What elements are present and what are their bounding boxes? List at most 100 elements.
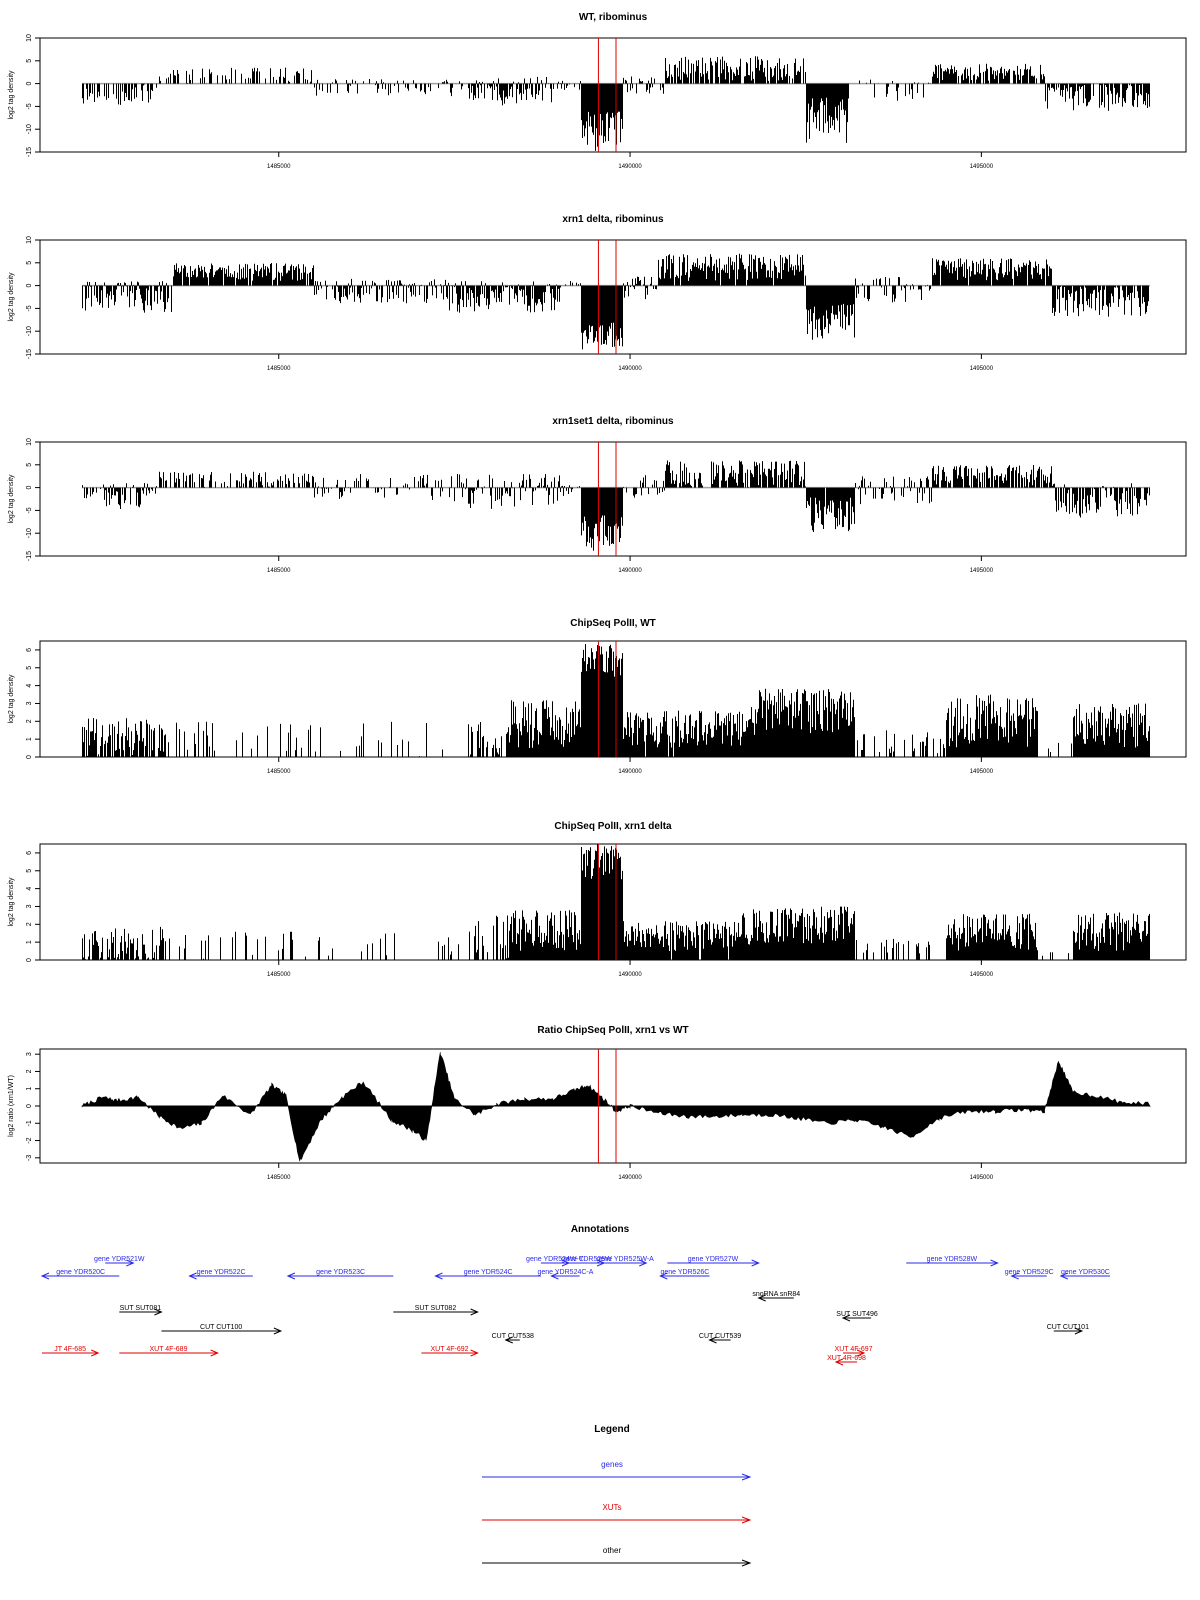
arrow-head [659,1272,668,1280]
data-segment [560,485,580,496]
y-tick-label: 5 [26,869,33,873]
data-segment [454,473,560,509]
feature-label: gene YDR529C [1005,1269,1054,1276]
arrow-head [741,1473,752,1481]
feature-label: gene YDR521W [94,1256,145,1263]
feature-label: CUT CUT101 [1047,1324,1089,1331]
y-axis: -3 -2 -1 0 1 2 3 [26,1052,40,1161]
annotation-feature: gene YDR520C [40,1269,120,1280]
data-segment [932,258,1052,286]
data-segment [314,79,463,97]
x-axis: 1485000 1490000 1495000 [267,556,994,574]
data-segment [856,938,930,960]
feature-label: snoRNA snR84 [752,1291,800,1298]
data-segment [1045,83,1150,111]
data-segment [855,476,932,505]
arrow-head [1010,1272,1019,1280]
chart-title: Ratio ChipSeq PolII, xrn1 vs WT [537,1025,688,1036]
y-axis-label: log2 tag density [8,674,15,724]
y-tick-label: -5 [26,507,33,513]
arrow-head [708,1336,717,1344]
y-tick-label: 10 [26,236,33,244]
annotations-title: Annotations [571,1224,630,1235]
data-marks [82,56,1150,151]
annotation-feature: gene YDR523C [286,1269,394,1280]
data-segment [169,931,475,960]
y-axis: -15 -10 -5 0 5 10 [26,34,40,157]
y-tick-label: 5 [26,59,33,63]
x-tick-label: 1490000 [618,769,642,775]
data-segment [1052,483,1150,518]
annotation-feature: JT 4F-685 [42,1346,100,1357]
chart-panel-2: xrn1 delta, ribominus -15 -10 -5 0 5 10 log2 ta… [8,214,1187,372]
y-axis-label: log2 tag density [8,474,15,524]
annotation-feature: gene YDR527W [667,1256,760,1267]
data-segment [857,730,945,757]
data-segment [511,910,581,960]
x-tick-label: 1490000 [618,366,642,372]
y-tick-label: 3 [26,1052,33,1056]
annotation-feature: gene YDR525W-A [597,1256,655,1267]
arrow-head [1074,1327,1084,1335]
x-tick-label: 1485000 [267,164,291,170]
data-segment [468,722,511,757]
y-axis: 0 1 2 3 4 5 6 [26,648,40,759]
data-segment [750,688,855,757]
y-tick-label: 5 [26,261,33,265]
legend-label: other [603,1546,622,1555]
x-tick-label: 1485000 [267,972,291,978]
feature-label: SUT SUT496 [836,1311,878,1318]
y-tick-label: 0 [26,486,33,490]
feature-label: gene YDR527W [688,1256,739,1263]
arrow-head [841,1314,851,1322]
y-axis-label: log2 tag density [8,272,15,322]
x-tick-label: 1495000 [970,164,994,170]
data-segment [82,926,166,960]
x-tick-label: 1495000 [970,972,994,978]
y-tick-label: -3 [26,1155,33,1161]
arrow-head [188,1272,197,1280]
data-segment [1048,742,1072,757]
chart-panel-6: Ratio ChipSeq PolII, xrn1 vs WT -3 -2 -1 0 1 2… [8,1025,1187,1181]
x-tick-label: 1495000 [970,568,994,574]
x-axis: 1485000 1490000 1495000 [267,1163,994,1181]
feature-label: gene YDR522C [197,1269,246,1276]
x-axis: 1485000 1490000 1495000 [267,354,994,372]
data-segment [314,278,447,304]
y-tick-label: -15 [26,349,33,359]
annotation-feature: CUT CUT538 [492,1333,534,1344]
y-tick-label: 10 [26,34,33,42]
y-tick-label: -5 [26,305,33,311]
y-tick-label: 1 [26,737,33,741]
feature-label: gene YDR524W-C [526,1256,584,1263]
chart-title: xrn1 delta, ribominus [562,214,664,225]
arrow-head [990,1259,999,1267]
data-segment [806,83,848,143]
feature-label: gene YDR526C [660,1269,709,1276]
feature-label: CUT CUT538 [492,1333,534,1340]
annotation-feature: SUT SUT081 [119,1305,163,1316]
y-tick-label: 1 [26,1087,33,1091]
annotation-feature: gene YDR524C [434,1269,541,1280]
plot-frame [39,37,1187,153]
data-marks [82,844,1150,960]
data-segment [623,475,665,498]
y-tick-label: -15 [26,147,33,157]
data-segment [623,710,750,757]
y-axis-label: log2 tag density [8,877,15,927]
data-marks [82,253,1150,350]
arrow-head [210,1349,219,1357]
annotation-feature: gene YDR524C-A [538,1269,594,1280]
x-tick-label: 1495000 [970,366,994,372]
annotation-feature: gene YDR530C [1059,1269,1110,1280]
arrow-head [856,1349,866,1357]
arrow-head [741,1559,752,1567]
annotation-feature: gene YDR526C [659,1269,710,1280]
arrow-head [550,1272,559,1280]
data-segment [511,700,581,757]
feature-label: JT 4F-685 [54,1346,86,1353]
feature-label: XUT 4R-698 [827,1355,866,1362]
chart-title: WT, ribominus [579,12,648,23]
feature-label: gene YDR525W-A [597,1256,655,1263]
legend-item: XUTs [482,1503,752,1524]
